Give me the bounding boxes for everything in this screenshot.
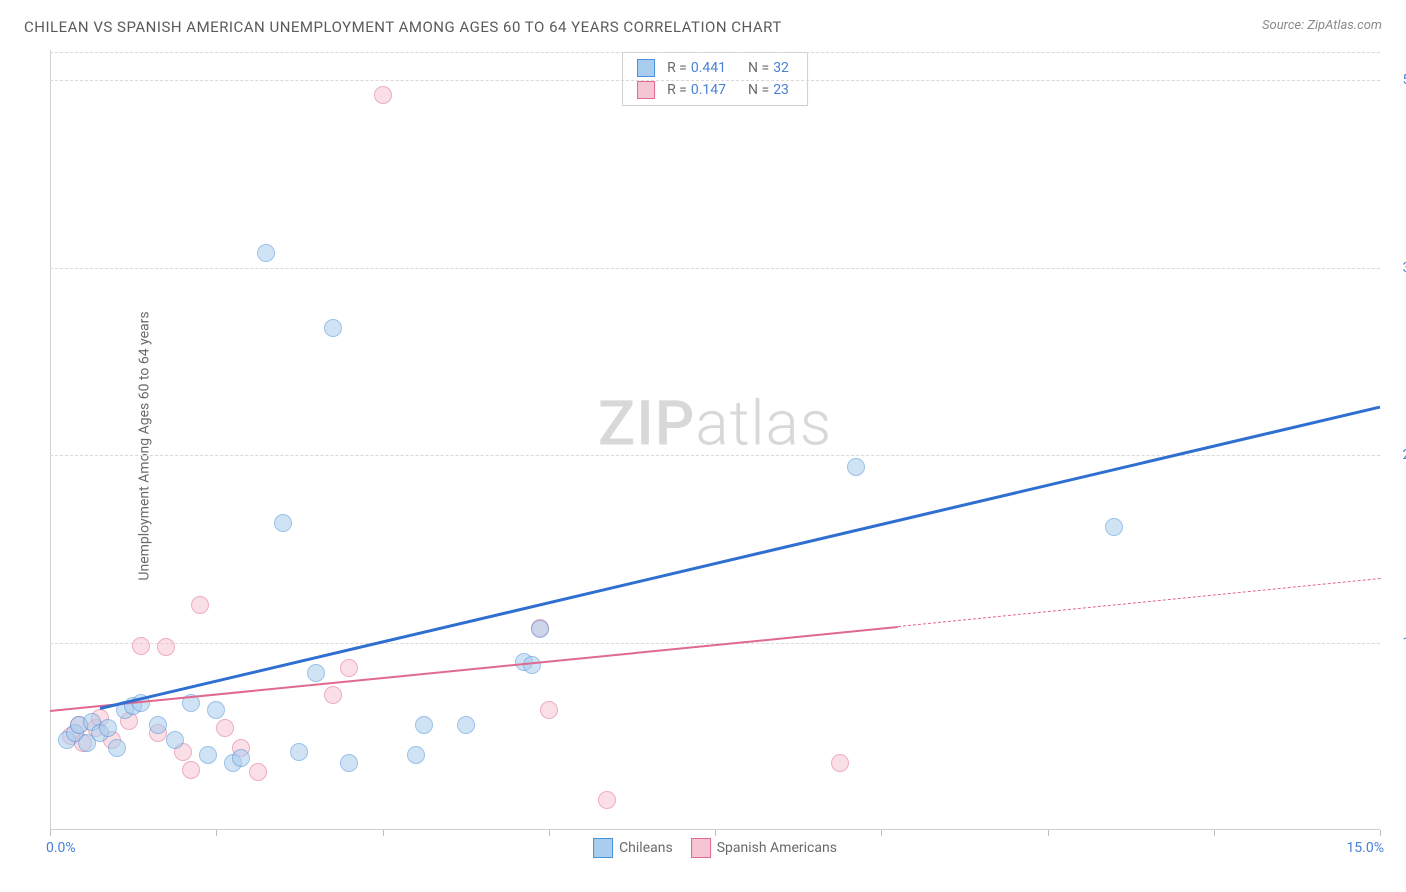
point-spanish [157,638,175,656]
swatch-chileans-icon [637,59,655,77]
gridline [50,80,1380,81]
legend-item-chileans: Chileans [593,838,673,858]
point-chilean [531,620,549,638]
point-chilean [307,664,325,682]
r-value-chileans: 0.441 [691,57,726,79]
stats-row-chileans: R = 0.441 N = 32 [637,57,793,79]
gridline [50,52,1380,53]
trendline-spanish-extrap [898,578,1380,627]
point-spanish [598,791,616,809]
point-chilean [232,749,250,767]
source-attribution: Source: ZipAtlas.com [1262,18,1382,33]
point-spanish [216,719,234,737]
trendline-spanish [50,626,898,712]
stats-row-spanish: R = 0.147 N = 23 [637,79,793,101]
point-chilean [340,754,358,772]
watermark: ZIPatlas [598,388,832,461]
correlation-stats-box: R = 0.441 N = 32 R = 0.147 N = 23 [622,52,808,106]
y-tick-label: 25.0% [1386,447,1406,463]
point-chilean [99,719,117,737]
point-spanish [374,86,392,104]
y-tick-label: 50.0% [1386,72,1406,88]
x-tick [715,830,716,836]
point-spanish [132,637,150,655]
x-tick [1380,830,1381,836]
point-spanish [182,761,200,779]
point-chilean [290,743,308,761]
y-tick-label: 12.5% [1386,635,1406,651]
point-chilean [415,716,433,734]
n-label: N = [748,79,769,101]
point-chilean [324,319,342,337]
r-label: R = [667,79,687,101]
swatch-chileans-icon [593,838,613,858]
point-chilean [149,716,167,734]
point-spanish [249,763,267,781]
swatch-spanish-icon [637,81,655,99]
n-value-spanish: 23 [773,79,789,101]
x-tick [549,830,550,836]
point-chilean [407,746,425,764]
point-chilean [274,514,292,532]
point-chilean [108,739,126,757]
n-value-chileans: 32 [773,57,789,79]
point-chilean [207,701,225,719]
watermark-zip: ZIP [598,388,696,461]
point-chilean [457,716,475,734]
x-tick [1048,830,1049,836]
x-tick [50,830,51,836]
point-spanish [340,659,358,677]
y-axis-line [50,50,51,830]
swatch-spanish-icon [691,838,711,858]
point-chilean [166,731,184,749]
n-label: N = [748,57,769,79]
bottom-legend: Chileans Spanish Americans [593,838,837,858]
trendline-chilean [100,406,1381,710]
point-spanish [540,701,558,719]
plot-area: ZIPatlas R = 0.441 N = 32 R = 0.147 N = … [50,50,1380,830]
legend-label-chileans: Chileans [619,840,673,856]
point-spanish [191,596,209,614]
x-tick [1214,830,1215,836]
x-tick [383,830,384,836]
point-spanish [831,754,849,772]
r-label: R = [667,57,687,79]
gridline [50,268,1380,269]
x-axis-min-label: 0.0% [46,840,76,856]
point-chilean [199,746,217,764]
x-tick [216,830,217,836]
point-chilean [523,656,541,674]
x-tick [881,830,882,836]
legend-item-spanish: Spanish Americans [691,838,837,858]
r-value-spanish: 0.147 [691,79,726,101]
point-chilean [257,244,275,262]
watermark-atlas: atlas [695,388,832,461]
point-chilean [1105,518,1123,536]
point-chilean [847,458,865,476]
point-spanish [324,686,342,704]
y-tick-label: 37.5% [1386,260,1406,276]
chart-title: CHILEAN VS SPANISH AMERICAN UNEMPLOYMENT… [24,18,782,36]
legend-label-spanish: Spanish Americans [717,840,837,856]
x-axis-max-label: 15.0% [1346,840,1384,856]
